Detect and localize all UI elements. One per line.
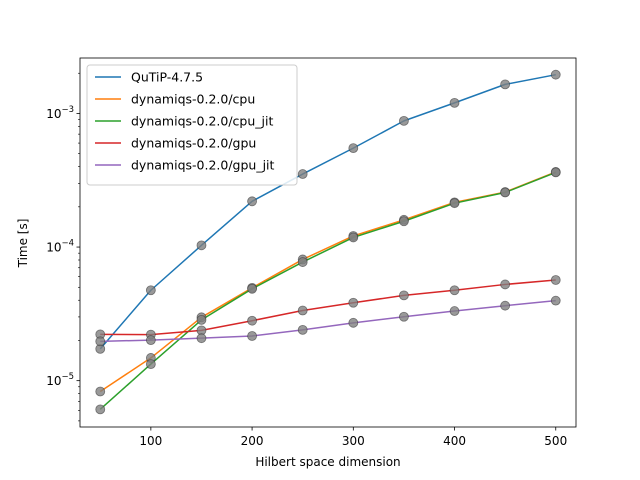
data-point <box>348 232 359 243</box>
data-point <box>297 169 308 179</box>
legend-entry: dynamiqs-0.2.0/cpu_jit <box>131 114 273 129</box>
data-point <box>247 283 257 294</box>
series-line-qutip-4-7-5 <box>99 73 556 350</box>
x-tick-label: 400 <box>443 434 466 448</box>
y-tick-label: 10−4 <box>46 239 74 255</box>
data-point <box>399 115 409 126</box>
data-point <box>449 97 460 108</box>
series-line-dynamiqs-0-2-0-cpu-jit <box>99 171 557 410</box>
x-tick-label: 500 <box>544 434 567 448</box>
x-axis: 100 200 300 400 500 <box>139 427 567 448</box>
series-line-dynamiqs-0-2-0-gpu-jit <box>100 299 556 343</box>
series-layer <box>99 73 557 410</box>
data-point <box>550 167 561 178</box>
data-point <box>550 295 561 306</box>
data-point <box>247 196 257 207</box>
data-point <box>500 79 511 90</box>
data-point <box>550 275 561 285</box>
data-point <box>95 404 106 415</box>
data-point <box>399 216 409 227</box>
plot-frame <box>79 57 577 428</box>
data-point <box>500 300 511 311</box>
data-point <box>145 335 156 346</box>
data-point <box>449 306 460 316</box>
legend-entry: dynamiqs-0.2.0/gpu <box>131 136 256 151</box>
data-point <box>500 279 511 290</box>
data-point <box>348 297 359 308</box>
x-tick-label: 100 <box>139 434 162 448</box>
y-axis: 10−5 10−4 10−3 <box>46 72 80 422</box>
legend-entry: dynamiqs-0.2.0/gpu_jit <box>131 158 275 173</box>
y-tick-label: 10−5 <box>46 372 74 388</box>
data-point <box>348 143 359 154</box>
y-axis-label: Time [s] <box>16 219 30 269</box>
data-point <box>449 285 460 296</box>
data-point <box>95 336 106 347</box>
series-line-dynamiqs-0-2-0-gpu <box>100 279 556 336</box>
data-point <box>95 386 106 397</box>
marker-layer <box>95 69 561 415</box>
x-axis-label: Hilbert space dimension <box>255 455 400 469</box>
data-point <box>399 290 409 301</box>
data-point <box>297 324 308 335</box>
y-tick-label: 10−3 <box>46 105 74 121</box>
legend-box <box>86 64 298 186</box>
legend-entry: QuTiP-4.7.5 <box>131 70 203 85</box>
data-point <box>247 331 257 341</box>
data-point <box>297 257 308 267</box>
data-point <box>196 333 207 344</box>
legend: QuTiP-4.7.5 dynamiqs-0.2.0/cpu dynamiqs-0.… <box>86 64 298 186</box>
data-point <box>550 69 561 80</box>
legend-entry: dynamiqs-0.2.0/cpu <box>131 92 255 107</box>
data-point <box>145 285 156 296</box>
data-point <box>196 314 207 325</box>
data-point <box>348 317 359 328</box>
data-point <box>449 198 460 209</box>
x-tick-label: 200 <box>241 434 264 448</box>
data-point <box>196 240 207 251</box>
data-point <box>247 315 257 326</box>
data-point <box>500 187 511 198</box>
x-tick-label: 300 <box>342 434 365 448</box>
data-point <box>145 359 156 370</box>
data-point <box>297 305 308 316</box>
data-point <box>399 311 409 322</box>
